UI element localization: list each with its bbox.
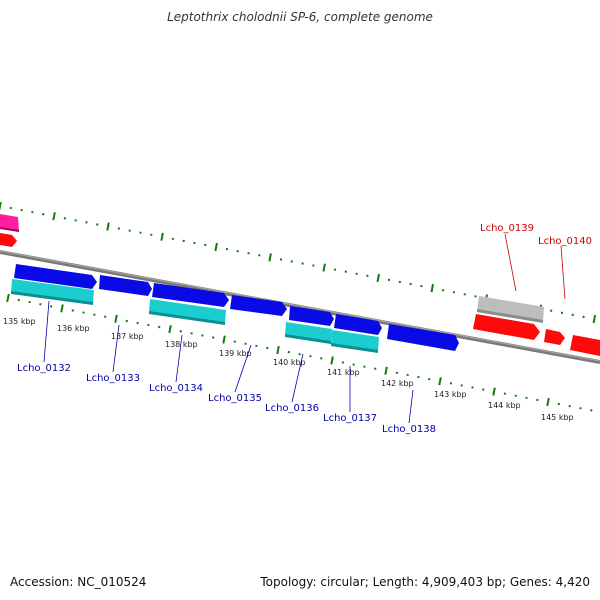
pseudo-gene-lcho-0139-shade — [477, 309, 543, 323]
gene-box-reverse-1 — [11, 279, 94, 304]
highlight-gene-partial — [0, 233, 17, 247]
scale-label: 137 kbp — [111, 332, 144, 341]
scale-label: 136 kbp — [57, 324, 90, 333]
outer-tick — [214, 242, 218, 252]
outer-tick — [322, 263, 326, 272]
leader-line-lcho-0134 — [175, 334, 183, 383]
leader-line-lcho-0138 — [408, 389, 414, 424]
outer-tick — [592, 314, 597, 324]
scale-tick — [384, 366, 388, 375]
outer-tick — [160, 232, 164, 241]
gene-label-lcho-0140: Lcho_0140 — [538, 236, 592, 247]
figure-title: Leptothrix cholodnii SP-6, complete geno… — [167, 10, 433, 24]
gene-box-reverse-3-shade — [285, 334, 331, 344]
outer-tick — [268, 253, 272, 262]
leader-line-lcho-0139 — [504, 233, 517, 292]
outer-tick — [0, 201, 2, 211]
rna-gene-partial-shadow — [0, 227, 19, 232]
scale-tick — [6, 293, 10, 303]
gene-arrow-lcho-0133 — [99, 275, 152, 296]
gene-box-reverse-1-shade — [11, 291, 93, 305]
label-leaders — [43, 233, 566, 424]
genome-stats-text: Topology: circular; Length: 4,909,403 bp… — [260, 575, 590, 589]
gene-arrow-lcho-0134 — [152, 283, 229, 307]
gene-arrow-small-red — [544, 329, 565, 345]
gene-arrow-lcho-0137 — [334, 314, 382, 335]
outer-tick — [430, 284, 434, 293]
genome-backbone-highlight — [0, 250, 600, 362]
scale-tick — [60, 304, 64, 313]
scale-tick — [114, 314, 118, 323]
scale-label: 144 kbp — [488, 401, 521, 410]
gene-arrow-lcho-0140 — [473, 314, 540, 340]
gene-arrow-lcho-0136 — [289, 306, 334, 326]
gene-label-lcho-0136: Lcho_0136 — [265, 403, 319, 414]
gene-box-reverse-2-shade — [149, 311, 225, 325]
gene-label-lcho-0137: Lcho_0137 — [323, 413, 377, 424]
gene-box-reverse-2 — [149, 299, 226, 324]
scale-tick — [438, 377, 442, 386]
scale-labels: 135 kbp 136 kbp 137 kbp 138 kbp 139 kbp … — [3, 317, 574, 422]
scale-label: 142 kbp — [381, 379, 414, 388]
gene-label-lcho-0139: Lcho_0139 — [480, 223, 534, 234]
pseudo-gene-lcho-0139 — [477, 296, 544, 322]
gene-label-lcho-0132: Lcho_0132 — [17, 363, 71, 374]
scale-label: 145 kbp — [541, 413, 574, 422]
outer-tick — [376, 273, 380, 282]
rna-gene-partial — [0, 214, 19, 231]
gene-arrow-lcho-0132 — [14, 264, 97, 289]
leader-line-lcho-0140 — [560, 245, 566, 300]
gene-arrow-lcho-0135 — [230, 295, 287, 316]
scale-label: 139 kbp — [219, 349, 252, 358]
scale-label: 141 kbp — [327, 368, 360, 377]
gene-label-lcho-0138: Lcho_0138 — [382, 424, 436, 435]
leader-line-lcho-0132 — [43, 300, 50, 363]
genome-backbone — [0, 250, 600, 364]
scale-tick — [546, 397, 550, 407]
gene-label-lcho-0134: Lcho_0134 — [149, 383, 203, 394]
leader-line-lcho-0136 — [291, 353, 304, 403]
scale-label: 143 kbp — [434, 390, 467, 399]
scale-tick — [330, 356, 334, 365]
gene-arrow-red-partial — [570, 335, 600, 356]
leader-line-lcho-0135 — [234, 344, 252, 393]
accession-text: Accession: NC_010524 — [10, 575, 147, 589]
gene-label-lcho-0135: Lcho_0135 — [208, 393, 262, 404]
gene-labels: Lcho_0132 Lcho_0133 Lcho_0134 Lcho_0135 … — [17, 223, 592, 435]
leader-line-lcho-0133 — [112, 324, 120, 373]
scale-label: 135 kbp — [3, 317, 36, 326]
scale-tick — [222, 335, 226, 344]
gene-label-lcho-0133: Lcho_0133 — [86, 373, 140, 384]
scale-tick — [168, 325, 172, 334]
scale-label: 140 kbp — [273, 358, 306, 367]
scale-tick — [492, 387, 496, 396]
outer-tick — [106, 222, 110, 231]
gene-arrow-lcho-0138 — [387, 324, 459, 351]
outer-tick — [52, 212, 56, 221]
gene-box-reverse-4-shade — [331, 343, 378, 353]
scale-label: 138 kbp — [165, 340, 198, 349]
inner-tick-ring — [6, 293, 593, 412]
scale-tick — [276, 345, 280, 355]
